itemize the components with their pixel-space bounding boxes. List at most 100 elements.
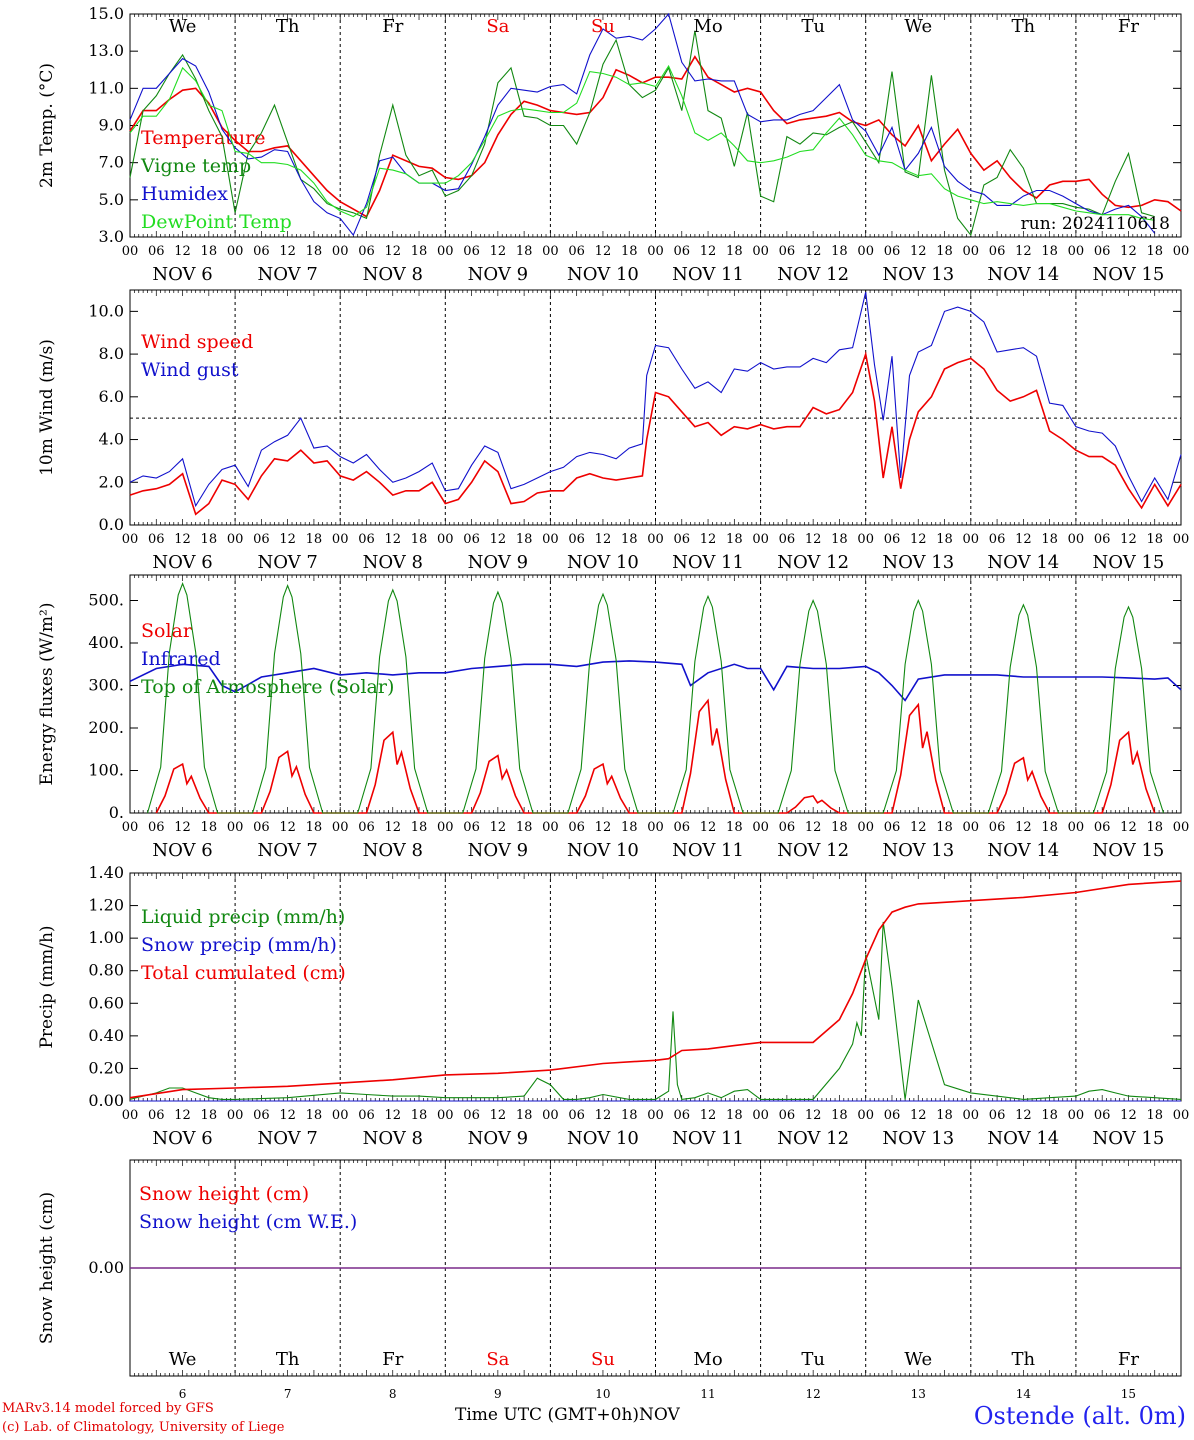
hour-ticks bbox=[129, 14, 1182, 237]
day-number-label: 14 bbox=[1016, 1387, 1032, 1401]
hour-label: 06 bbox=[568, 244, 585, 259]
hour-label: 18 bbox=[1041, 820, 1058, 835]
date-label: NOV 15 bbox=[1093, 1128, 1165, 1149]
hour-ticks bbox=[129, 873, 1182, 1101]
hour-label: 18 bbox=[831, 244, 848, 259]
hour-label: 18 bbox=[306, 244, 323, 259]
hour-label: 12 bbox=[384, 820, 401, 835]
weekday-label-bottom: Sa bbox=[486, 1349, 509, 1370]
day-number-label: 12 bbox=[806, 1387, 821, 1401]
hour-label: 06 bbox=[568, 532, 585, 547]
legend-entry: Solar bbox=[141, 620, 193, 642]
hour-label: 06 bbox=[148, 532, 165, 547]
date-label: NOV 13 bbox=[882, 1128, 954, 1149]
hour-label: 18 bbox=[516, 1108, 533, 1123]
weekday-label-top: Fr bbox=[382, 16, 403, 37]
series-line-total-cumulated-cm- bbox=[129, 880, 1182, 1099]
hour-label: 00 bbox=[1068, 1108, 1085, 1123]
date-label: NOV 10 bbox=[567, 840, 639, 861]
day-number-label: 15 bbox=[1121, 1387, 1136, 1401]
y-tick-label: 0.40 bbox=[88, 1026, 124, 1045]
legend-entry: Vigne temp bbox=[140, 155, 251, 177]
hour-label: 00 bbox=[647, 1108, 664, 1123]
run-label: run: 2024110618 bbox=[1021, 214, 1170, 234]
date-label: NOV 6 bbox=[152, 264, 212, 285]
hour-label: 12 bbox=[805, 244, 822, 259]
hour-label: 06 bbox=[253, 532, 270, 547]
hour-label: 18 bbox=[516, 532, 533, 547]
hour-label: 00 bbox=[963, 1108, 980, 1123]
date-label: NOV 13 bbox=[882, 840, 954, 861]
hour-label: 18 bbox=[1146, 532, 1163, 547]
hour-label: 00 bbox=[857, 1108, 874, 1123]
credit-lab: (c) Lab. of Climatology, University of L… bbox=[2, 1420, 285, 1435]
hour-label: 00 bbox=[963, 820, 980, 835]
y-axis-label: 2m Temp. (°C) bbox=[37, 63, 57, 188]
hour-label: 12 bbox=[174, 244, 191, 259]
series-line-humidex bbox=[129, 12, 1156, 237]
hour-label: 00 bbox=[542, 244, 559, 259]
hour-label: 18 bbox=[726, 532, 743, 547]
date-label: NOV 14 bbox=[987, 840, 1059, 861]
hour-label: 06 bbox=[884, 244, 901, 259]
hour-label: 12 bbox=[910, 820, 927, 835]
hour-label: 06 bbox=[1094, 532, 1111, 547]
hour-label: 18 bbox=[936, 1108, 953, 1123]
series-line-vigne-temp bbox=[129, 30, 1155, 237]
date-label: NOV 14 bbox=[987, 552, 1059, 573]
hour-label: 00 bbox=[752, 1108, 769, 1123]
hour-label: 12 bbox=[490, 532, 507, 547]
legend-entry: Infrared bbox=[141, 648, 221, 670]
hour-label: 00 bbox=[752, 820, 769, 835]
hour-ticks bbox=[129, 1160, 1182, 1376]
y-tick-label: 0.00 bbox=[88, 1091, 124, 1110]
day-number-label: 7 bbox=[284, 1387, 292, 1401]
hour-label: 12 bbox=[384, 244, 401, 259]
hour-label: 18 bbox=[726, 820, 743, 835]
hour-label: 12 bbox=[805, 532, 822, 547]
hour-label: 18 bbox=[726, 244, 743, 259]
y-tick-label: 0.0 bbox=[99, 515, 124, 534]
hour-label: 00 bbox=[227, 532, 244, 547]
hour-label: 18 bbox=[621, 820, 638, 835]
hour-label: 18 bbox=[411, 244, 428, 259]
hour-label: 06 bbox=[779, 1108, 796, 1123]
hour-label: 12 bbox=[1120, 820, 1137, 835]
hour-label: 12 bbox=[174, 1108, 191, 1123]
hour-label: 12 bbox=[384, 532, 401, 547]
panel-temp: 3.0 5.0 7.0 9.0 11.0 13.0 15.0 2m Temp. (°C) Tem… bbox=[37, 4, 1189, 285]
hour-label: 00 bbox=[542, 532, 559, 547]
y-tick-label: 3.0 bbox=[99, 227, 124, 246]
hour-label: 18 bbox=[201, 244, 218, 259]
hour-label: 00 bbox=[647, 820, 664, 835]
date-label: NOV 8 bbox=[363, 264, 423, 285]
panel-energy: 0. 100. 200. 300. 400. 500. Energy fluxes (W/m… bbox=[37, 574, 1189, 861]
hour-label: 18 bbox=[1146, 1108, 1163, 1123]
hour-label: 12 bbox=[595, 1108, 612, 1123]
hour-label: 00 bbox=[122, 1108, 139, 1123]
date-label: NOV 15 bbox=[1093, 840, 1165, 861]
hour-label: 06 bbox=[989, 1108, 1006, 1123]
hour-label: 06 bbox=[253, 820, 270, 835]
hour-label: 06 bbox=[779, 532, 796, 547]
series-line-wind-speed bbox=[129, 350, 1182, 516]
weekday-label-top: Th bbox=[1012, 16, 1036, 37]
hour-label: 00 bbox=[963, 532, 980, 547]
y-tick-label: 1.40 bbox=[88, 863, 124, 882]
hour-label: 12 bbox=[595, 244, 612, 259]
hour-label: 18 bbox=[1041, 532, 1058, 547]
date-label: NOV 13 bbox=[882, 552, 954, 573]
hour-label: 18 bbox=[306, 532, 323, 547]
hour-label: 06 bbox=[1094, 244, 1111, 259]
date-label: NOV 10 bbox=[567, 552, 639, 573]
hour-label: 00 bbox=[227, 244, 244, 259]
hour-label: 06 bbox=[568, 820, 585, 835]
hour-label: 18 bbox=[1146, 244, 1163, 259]
hour-label: 18 bbox=[936, 244, 953, 259]
y-tick-label: 100. bbox=[88, 761, 124, 780]
hour-label: 12 bbox=[910, 244, 927, 259]
day-number-label: 6 bbox=[179, 1387, 187, 1401]
date-label: NOV 10 bbox=[567, 1128, 639, 1149]
hour-label: 12 bbox=[279, 1108, 296, 1123]
hour-label: 12 bbox=[490, 820, 507, 835]
